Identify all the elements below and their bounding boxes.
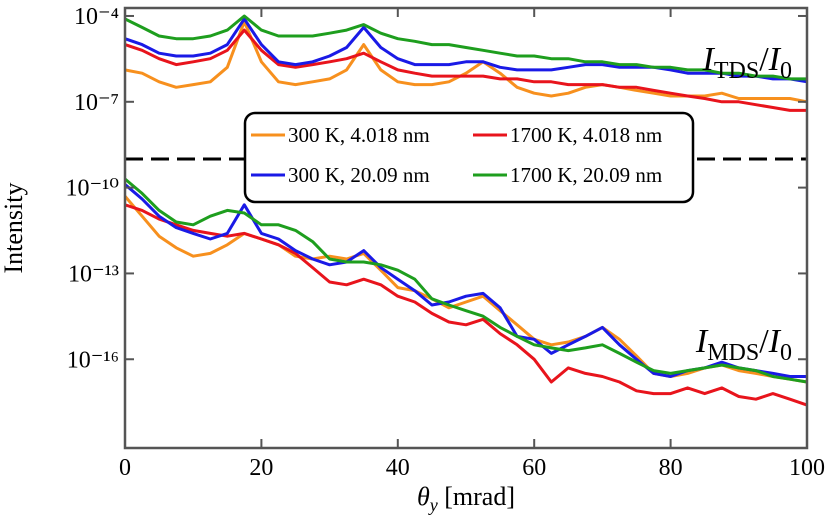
annotation-part: MDS [707,340,759,366]
series-line [124,17,808,84]
annotation-part: I [695,323,709,360]
y-tick-label: 10⁻¹⁰ [66,176,119,202]
annotation-part: 0 [780,340,792,366]
annotation: IMDS/I0 [695,323,792,366]
x-label-unit: [mrad] [438,482,515,511]
annotation-part: TDS [714,58,759,84]
plot-frame [123,6,809,450]
annotation-part: 0 [780,58,792,84]
x-tick-label: 40 [386,455,410,481]
x-tick-label: 20 [249,455,273,481]
annotation-part: / [759,41,769,78]
x-tick-label: 0 [119,455,131,481]
series-line [124,14,807,81]
series-line [123,195,808,384]
annotation: ITDS/I0 [702,41,792,84]
y-tick-label: 10⁻⁴ [74,4,119,30]
annotation-part: / [759,323,769,360]
y-tick-label: 10⁻¹³ [68,261,119,287]
legend-label: 1700 K, 4.018 nm [510,123,662,147]
y-axis-label: Intensity [0,183,28,274]
x-tick-label: 80 [659,455,683,481]
x-label-symbol: θ [417,482,430,511]
x-tick-label: 100 [789,455,825,481]
annotation-part: I [702,41,716,78]
x-label-subscript: y [428,495,438,515]
legend-label: 1700 K, 20.09 nm [510,163,662,187]
legend-box [243,111,695,204]
legend-label: 300 K, 20.09 nm [288,163,430,187]
series-line [124,177,808,384]
legend-label: 300 K, 4.018 nm [288,123,430,147]
series-line [124,203,808,407]
x-tick-label: 60 [522,455,546,481]
annotation-part: I [768,41,782,78]
x-axis-label: θy [mrad] [417,482,515,515]
y-tick-label: 10⁻⁷ [74,90,119,116]
series-line [124,28,807,112]
y-tick-label: 10⁻¹⁶ [67,347,119,373]
annotation-part: I [768,323,782,360]
